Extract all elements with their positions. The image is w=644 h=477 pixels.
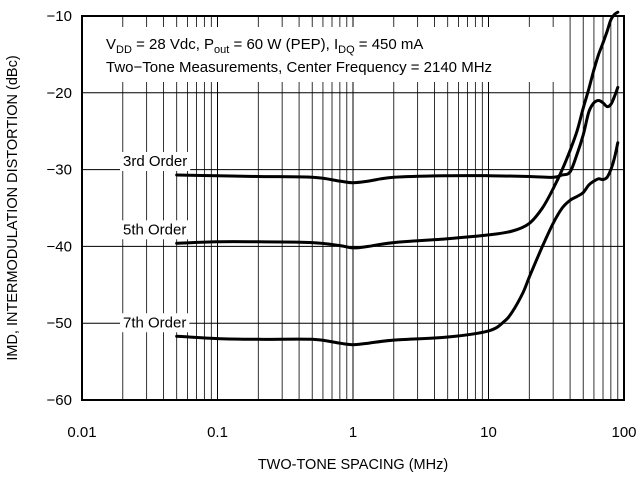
y-tick-label: −60 xyxy=(47,392,72,409)
x-tick-label: 10 xyxy=(480,424,497,441)
series-line-5th-order xyxy=(175,10,620,250)
series-label-background xyxy=(120,220,190,240)
x-tick-label: 0.01 xyxy=(67,424,96,441)
series-label-7th-order: 7th Order xyxy=(123,314,186,331)
annotation-vdd-sub: DD xyxy=(116,44,132,56)
series-labels: 3rd Order 5th Order 7th Order xyxy=(120,151,191,333)
annotation-background xyxy=(98,27,558,82)
series-lines xyxy=(175,10,620,347)
series-label-background xyxy=(120,313,190,333)
y-tick-label: −30 xyxy=(47,162,72,179)
y-tick-label: −20 xyxy=(47,85,72,102)
annotation-idq-rest: = 450 mA xyxy=(355,36,424,53)
x-tick-labels: 0.01 0.1 1 10 100 xyxy=(67,424,636,441)
series-line-3rd-order xyxy=(175,85,620,185)
series-label-5th-order: 5th Order xyxy=(123,221,186,238)
annotation-idq-sub: DQ xyxy=(338,44,355,56)
series-line-7th-order xyxy=(175,141,620,347)
x-axis-label: TWO-TONE SPACING (MHz) xyxy=(258,457,448,473)
y-tick-labels: −10 −20 −30 −40 −50 −60 xyxy=(47,8,72,409)
annotation-measurement: Two−Tone Measurements, Center Frequency … xyxy=(106,59,492,76)
x-tick-label: 1 xyxy=(349,424,357,441)
plot-frame xyxy=(81,15,625,401)
series-label-3rd-order: 3rd Order xyxy=(123,153,187,170)
x-tick-label: 100 xyxy=(611,424,636,441)
annotation-conditions: VDD = 28 Vdc, Pout = 60 W (PEP), IDQ = 4… xyxy=(106,36,423,56)
y-tick-label: −10 xyxy=(47,8,72,25)
x-tick-label: 0.1 xyxy=(207,424,228,441)
y-axis-label: IMD, INTERMODULATION DISTORTION (dBc) xyxy=(5,55,21,360)
annotation-pout-rest: = 60 W (PEP), I xyxy=(229,36,338,53)
y-tick-label: −40 xyxy=(47,238,72,255)
annotation-vdd-rest: = 28 Vdc, P xyxy=(132,36,214,53)
series-label-background xyxy=(120,151,191,171)
annotation-pout-sub: out xyxy=(214,44,229,56)
y-tick-label: −50 xyxy=(47,315,72,332)
annotation-vdd: V xyxy=(106,36,116,53)
